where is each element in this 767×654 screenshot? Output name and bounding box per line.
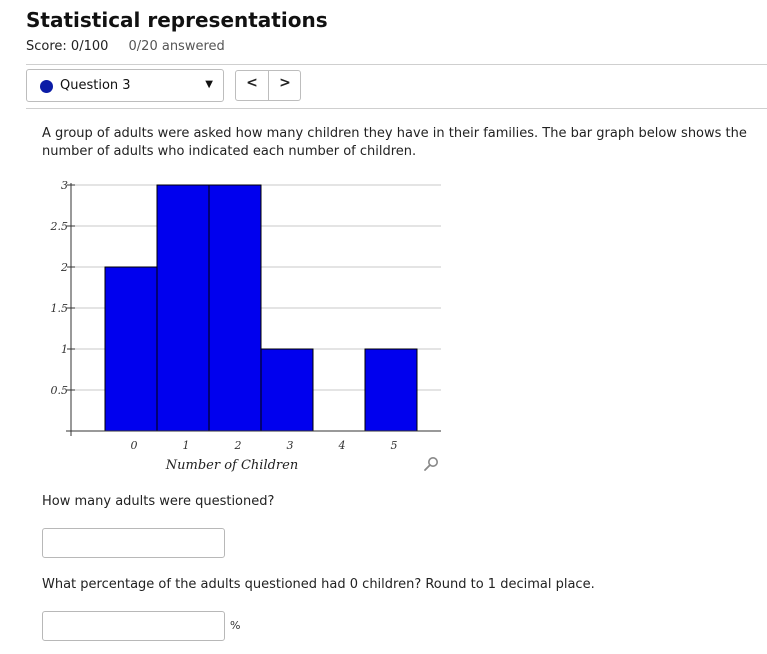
question-status-dot	[40, 80, 53, 93]
previous-question-button[interactable]: <	[246, 75, 258, 91]
bar-5	[364, 348, 418, 432]
page-title: Statistical representations	[26, 8, 328, 32]
x-tick-label: 4	[338, 439, 346, 452]
total-adults-input[interactable]	[42, 528, 225, 558]
answered-count: 0/20 answered	[128, 39, 225, 54]
divider-top	[26, 64, 767, 65]
y-tick-label: 3	[61, 179, 68, 192]
bar-chart: 0.5 1 1.5 2 2.5 3 0 1 2 3 4 5 Number of Children	[50, 179, 441, 473]
chart-axes	[66, 183, 441, 436]
next-question-button[interactable]: >	[279, 75, 291, 91]
nav-separator	[268, 71, 269, 100]
x-tick-label: 5	[391, 439, 398, 452]
magnify-icon[interactable]	[423, 456, 439, 472]
y-tick-label: 0.5	[51, 384, 69, 397]
chart-bars	[104, 184, 418, 432]
x-tick-label: 1	[183, 439, 190, 452]
percent-unit: %	[230, 619, 241, 632]
question-part-2: What percentage of the adults questioned…	[42, 577, 595, 592]
y-tick-label: 1.5	[51, 302, 69, 315]
question-prompt: A group of adults were asked how many ch…	[42, 126, 747, 159]
bar-2	[208, 184, 262, 432]
x-tick-label: 3	[287, 439, 294, 452]
question-part-1: How many adults were questioned?	[42, 494, 275, 509]
question-selector[interactable]: Question 3 ▼	[26, 69, 224, 102]
question-nav-buttons: < >	[235, 70, 301, 101]
divider-bottom	[26, 108, 767, 109]
percentage-input[interactable]	[42, 611, 225, 641]
x-tick-label: 2	[234, 439, 242, 452]
caret-down-icon: ▼	[205, 79, 213, 90]
x-tick-label: 0	[131, 439, 138, 452]
y-tick-label: 2	[60, 261, 68, 274]
bar-1	[156, 184, 210, 432]
bar-0	[104, 266, 158, 432]
y-tick-label: 1	[61, 343, 68, 356]
chart-tick-labels: 0.5 1 1.5 2 2.5 3 0 1 2 3 4 5	[50, 179, 398, 452]
score-text: Score: 0/100	[26, 39, 109, 54]
score-summary: Score: 0/100 0/20 answered	[26, 39, 225, 54]
question-selector-label: Question 3	[60, 78, 131, 93]
bar-3	[260, 348, 314, 432]
y-tick-label: 2.5	[50, 220, 69, 233]
x-axis-label: Number of Children	[165, 458, 298, 473]
